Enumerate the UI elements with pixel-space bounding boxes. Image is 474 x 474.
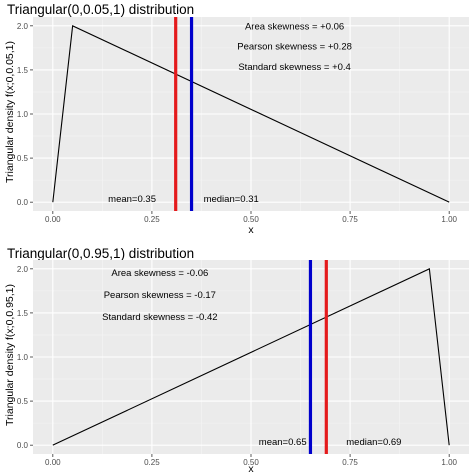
annotation-label: median=0.31 — [204, 194, 259, 205]
y-tick-label: 1.0 — [17, 110, 29, 119]
annotation-label: Pearson skewness = -0.17 — [104, 290, 216, 301]
x-tick-label: 0.25 — [144, 215, 160, 224]
annotation-label: mean=0.35 — [108, 194, 156, 205]
density-line — [52, 24, 450, 203]
x-tick-label: 1.00 — [441, 215, 457, 224]
x-tick-label: 0.00 — [45, 458, 61, 467]
y-tick-label: 0.5 — [17, 154, 29, 163]
y-tick-label: 1.5 — [17, 309, 29, 318]
y-tick-label: 0.0 — [17, 198, 29, 207]
x-axis-title: x — [248, 224, 254, 236]
y-tick-label: 0.0 — [17, 441, 29, 450]
y-tick-label: 2.0 — [17, 22, 29, 31]
x-tick-label: 0.75 — [342, 215, 358, 224]
y-tick-label: 1.5 — [17, 66, 29, 75]
y-tick-label: 2.0 — [17, 265, 29, 274]
y-axis-title: Triangular density f(x;0,0.95,1) — [4, 284, 16, 426]
x-tick-label: 0.75 — [342, 458, 358, 467]
annotation-label: Pearson skewness = +0.28 — [237, 42, 352, 53]
density-line — [52, 267, 450, 446]
x-axis-title: x — [248, 463, 254, 474]
annotation-label: mean=0.65 — [259, 437, 307, 448]
x-tick-label: 0.50 — [243, 458, 259, 467]
y-tick-label: 0.5 — [17, 397, 29, 406]
chart-title: Triangular(0,0.05,1) distribution — [7, 2, 194, 17]
x-tick-label: 1.00 — [441, 458, 457, 467]
annotation-label: median=0.69 — [346, 437, 401, 448]
annotation-label: Area skewness = +0.06 — [245, 21, 344, 32]
x-tick-label: 0.25 — [144, 458, 160, 467]
chart-title: Triangular(0,0.95,1) distribution — [7, 246, 194, 261]
annotation-label: Area skewness = -0.06 — [111, 268, 208, 279]
x-tick-label: 0.00 — [45, 215, 61, 224]
x-tick-label: 0.50 — [243, 215, 259, 224]
y-tick-label: 1.0 — [17, 353, 29, 362]
annotation-label: Standard skewness = +0.4 — [238, 62, 351, 73]
y-axis-title: Triangular density f(x;0,0.05,1) — [4, 41, 16, 183]
annotation-label: Standard skewness = -0.42 — [102, 312, 217, 323]
